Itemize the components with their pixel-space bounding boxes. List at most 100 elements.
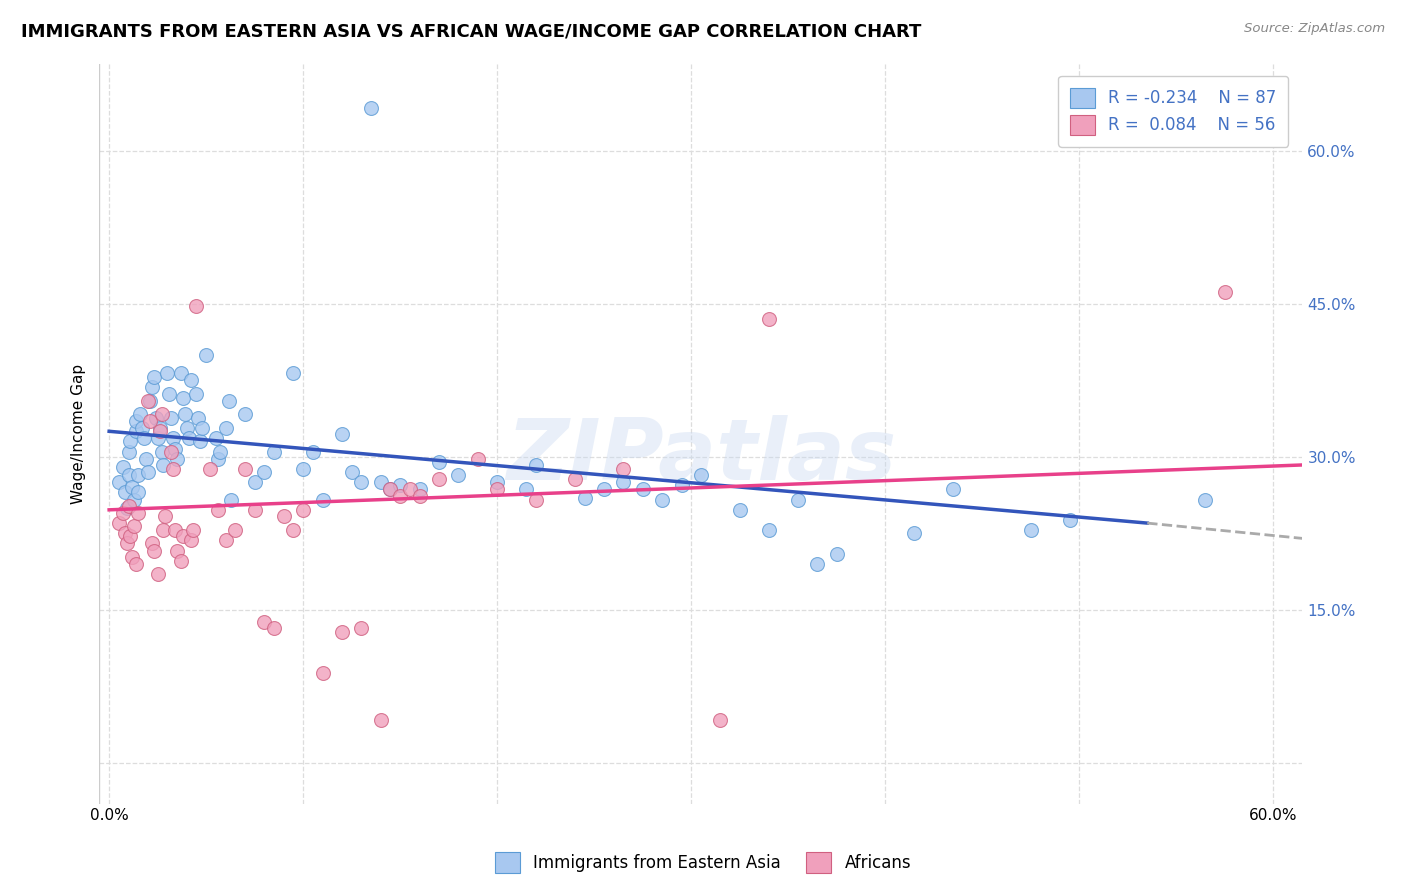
Point — [195, 348, 218, 362]
Text: Source: ZipAtlas.com: Source: ZipAtlas.com — [1244, 22, 1385, 36]
Point — [787, 492, 810, 507]
Point — [150, 407, 173, 421]
Point — [114, 526, 136, 541]
Point — [117, 499, 139, 513]
Point — [131, 421, 153, 435]
Point — [263, 621, 285, 635]
Point — [350, 475, 373, 490]
Point — [155, 508, 177, 523]
Point — [253, 465, 276, 479]
Point — [162, 432, 184, 446]
Point — [233, 462, 256, 476]
Point — [690, 468, 713, 483]
Point — [145, 411, 167, 425]
Point — [447, 468, 470, 483]
Point — [114, 485, 136, 500]
Point — [141, 380, 163, 394]
Point — [125, 414, 148, 428]
Point — [108, 475, 131, 490]
Point — [135, 451, 157, 466]
Point — [1213, 285, 1236, 299]
Point — [389, 489, 412, 503]
Point — [214, 421, 236, 435]
Point — [408, 483, 430, 497]
Point — [360, 101, 382, 115]
Point — [142, 543, 165, 558]
Point — [150, 444, 173, 458]
Point — [149, 425, 172, 439]
Point — [389, 478, 412, 492]
Point — [370, 475, 392, 490]
Point — [121, 549, 143, 564]
Point — [188, 434, 211, 449]
Point — [181, 523, 204, 537]
Point — [111, 460, 134, 475]
Point — [214, 533, 236, 548]
Point — [302, 444, 325, 458]
Point — [273, 508, 295, 523]
Point — [515, 483, 537, 497]
Point — [186, 386, 208, 401]
Point — [198, 462, 221, 476]
Point — [942, 483, 965, 497]
Point — [152, 523, 174, 537]
Point — [340, 465, 363, 479]
Point — [208, 444, 231, 458]
Point — [631, 483, 654, 497]
Point — [283, 523, 305, 537]
Point — [399, 483, 422, 497]
Point — [149, 421, 172, 435]
Point — [173, 407, 195, 421]
Point — [524, 458, 547, 472]
Point — [728, 503, 751, 517]
Point — [157, 386, 180, 401]
Point — [218, 393, 240, 408]
Point — [207, 503, 229, 517]
Point — [524, 492, 547, 507]
Point — [139, 414, 162, 428]
Point — [612, 462, 634, 476]
Point — [903, 526, 925, 541]
Point — [292, 462, 315, 476]
Point — [124, 519, 146, 533]
Text: IMMIGRANTS FROM EASTERN ASIA VS AFRICAN WAGE/INCOME GAP CORRELATION CHART: IMMIGRANTS FROM EASTERN ASIA VS AFRICAN … — [21, 22, 921, 40]
Point — [408, 489, 430, 503]
Point — [1194, 492, 1216, 507]
Point — [117, 444, 139, 458]
Point — [243, 503, 266, 517]
Point — [115, 500, 138, 515]
Point — [593, 483, 616, 497]
Point — [806, 557, 828, 571]
Point — [224, 523, 246, 537]
Point — [142, 370, 165, 384]
Point — [141, 536, 163, 550]
Point — [132, 432, 155, 446]
Point — [166, 543, 188, 558]
Point — [120, 434, 142, 449]
Point — [160, 444, 183, 458]
Point — [207, 451, 229, 466]
Point — [651, 492, 673, 507]
Point — [311, 666, 333, 681]
Point — [427, 472, 450, 486]
Point — [172, 529, 194, 543]
Point — [108, 516, 131, 530]
Point — [758, 312, 780, 326]
Point — [180, 533, 202, 548]
Point — [486, 483, 509, 497]
Point — [186, 299, 208, 313]
Point — [127, 506, 149, 520]
Point — [166, 451, 188, 466]
Point — [292, 503, 315, 517]
Point — [139, 393, 162, 408]
Point — [205, 432, 228, 446]
Point — [152, 458, 174, 472]
Point — [172, 391, 194, 405]
Point — [117, 468, 139, 483]
Point — [162, 462, 184, 476]
Point — [427, 455, 450, 469]
Point — [165, 523, 187, 537]
Point — [283, 366, 305, 380]
Point — [176, 421, 198, 435]
Point — [370, 713, 392, 727]
